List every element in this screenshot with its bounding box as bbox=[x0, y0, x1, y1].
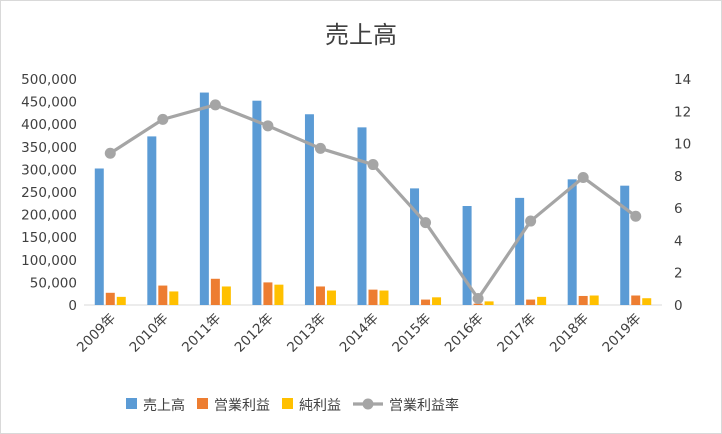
bar bbox=[432, 297, 442, 305]
bar bbox=[116, 296, 126, 305]
x-tick-label: 2013年 bbox=[284, 311, 329, 356]
plot-area: 0 50,000 100,000 150,000 200,000 250,000 300,0… bbox=[21, 72, 691, 356]
y-left-tick-label: 0 bbox=[68, 298, 77, 314]
chart-title: 売上高 bbox=[325, 21, 397, 49]
line-point bbox=[630, 210, 642, 222]
bar bbox=[642, 298, 652, 305]
series-line bbox=[109, 103, 637, 301]
y-right-tick-label: 2 bbox=[674, 266, 683, 282]
y-left-tick-label: 450,000 bbox=[21, 95, 77, 111]
bar bbox=[94, 168, 104, 305]
bar bbox=[379, 290, 389, 305]
bar bbox=[210, 278, 220, 305]
bar bbox=[199, 92, 209, 305]
x-tick-label: 2015年 bbox=[389, 311, 434, 356]
line-point bbox=[577, 171, 589, 183]
legend-label: 営業利益率 bbox=[389, 397, 459, 414]
line-point bbox=[420, 217, 432, 229]
bar bbox=[274, 284, 284, 305]
bar bbox=[631, 295, 641, 305]
bar bbox=[462, 206, 472, 305]
line-point bbox=[209, 99, 221, 111]
bar bbox=[304, 114, 314, 305]
line-point bbox=[157, 113, 169, 125]
bar bbox=[526, 299, 536, 305]
y-left-tick-label: 150,000 bbox=[21, 230, 77, 246]
line-point bbox=[525, 215, 537, 227]
bar bbox=[567, 179, 577, 305]
x-tick-label: 2016年 bbox=[442, 311, 487, 356]
line-point bbox=[472, 293, 484, 305]
y-right-tick-label: 10 bbox=[674, 137, 691, 153]
y-left-tick-label: 400,000 bbox=[21, 117, 77, 133]
x-tick-label: 2017年 bbox=[494, 311, 539, 356]
y-right-tick-label: 6 bbox=[674, 201, 683, 217]
bar bbox=[578, 295, 588, 305]
bar bbox=[221, 286, 231, 305]
bar bbox=[105, 292, 115, 305]
bar bbox=[158, 285, 168, 305]
x-tick-label: 2009年 bbox=[74, 311, 119, 356]
line-point bbox=[367, 159, 379, 171]
legend-swatch bbox=[282, 398, 293, 409]
bar bbox=[473, 303, 483, 305]
legend-label: 純利益 bbox=[299, 398, 341, 414]
bar bbox=[315, 286, 325, 305]
bar bbox=[589, 295, 599, 305]
x-tick-label: 2018年 bbox=[547, 311, 592, 356]
legend-swatch bbox=[197, 398, 208, 409]
x-tick-label: 2019年 bbox=[599, 311, 644, 356]
y-right-tick-label: 12 bbox=[674, 104, 691, 120]
bar bbox=[421, 299, 431, 305]
line-point bbox=[314, 142, 326, 154]
bar bbox=[368, 289, 378, 305]
bar bbox=[410, 188, 420, 305]
bar bbox=[326, 290, 336, 305]
x-tick-label: 2011年 bbox=[179, 311, 224, 356]
y-left-tick-label: 200,000 bbox=[21, 208, 77, 224]
legend-swatch bbox=[126, 398, 137, 409]
bar bbox=[620, 185, 630, 305]
legend-label: 売上高 bbox=[143, 397, 185, 414]
line-point bbox=[104, 147, 116, 159]
bar bbox=[357, 127, 367, 305]
bar bbox=[515, 197, 525, 305]
line-point bbox=[262, 120, 274, 132]
bar bbox=[252, 100, 262, 305]
y-right-tick-label: 4 bbox=[674, 233, 683, 249]
legend-label: 営業利益 bbox=[214, 398, 270, 414]
bar bbox=[263, 282, 273, 305]
y-left-tick-label: 350,000 bbox=[21, 140, 77, 156]
legend-swatch-marker bbox=[362, 398, 374, 410]
bar bbox=[484, 301, 494, 305]
legend: 売上高 営業利益 純利益 営業利益率 bbox=[126, 397, 459, 414]
bar bbox=[537, 296, 547, 305]
y-left-tick-label: 500,000 bbox=[21, 72, 77, 88]
y-left-tick-label: 100,000 bbox=[21, 253, 77, 269]
bar bbox=[169, 291, 179, 305]
y-right-tick-label: 14 bbox=[674, 72, 691, 88]
y-left-tick-label: 300,000 bbox=[21, 162, 77, 178]
x-tick-label: 2014年 bbox=[337, 311, 382, 356]
x-tick-label: 2010年 bbox=[126, 311, 171, 356]
y-right-tick-label: 0 bbox=[674, 298, 683, 314]
x-tick-label: 2012年 bbox=[232, 311, 277, 356]
y-right-tick-label: 8 bbox=[674, 169, 683, 185]
bar bbox=[147, 136, 157, 305]
y-left-tick-label: 250,000 bbox=[21, 185, 77, 201]
y-left-tick-label: 50,000 bbox=[30, 275, 77, 291]
